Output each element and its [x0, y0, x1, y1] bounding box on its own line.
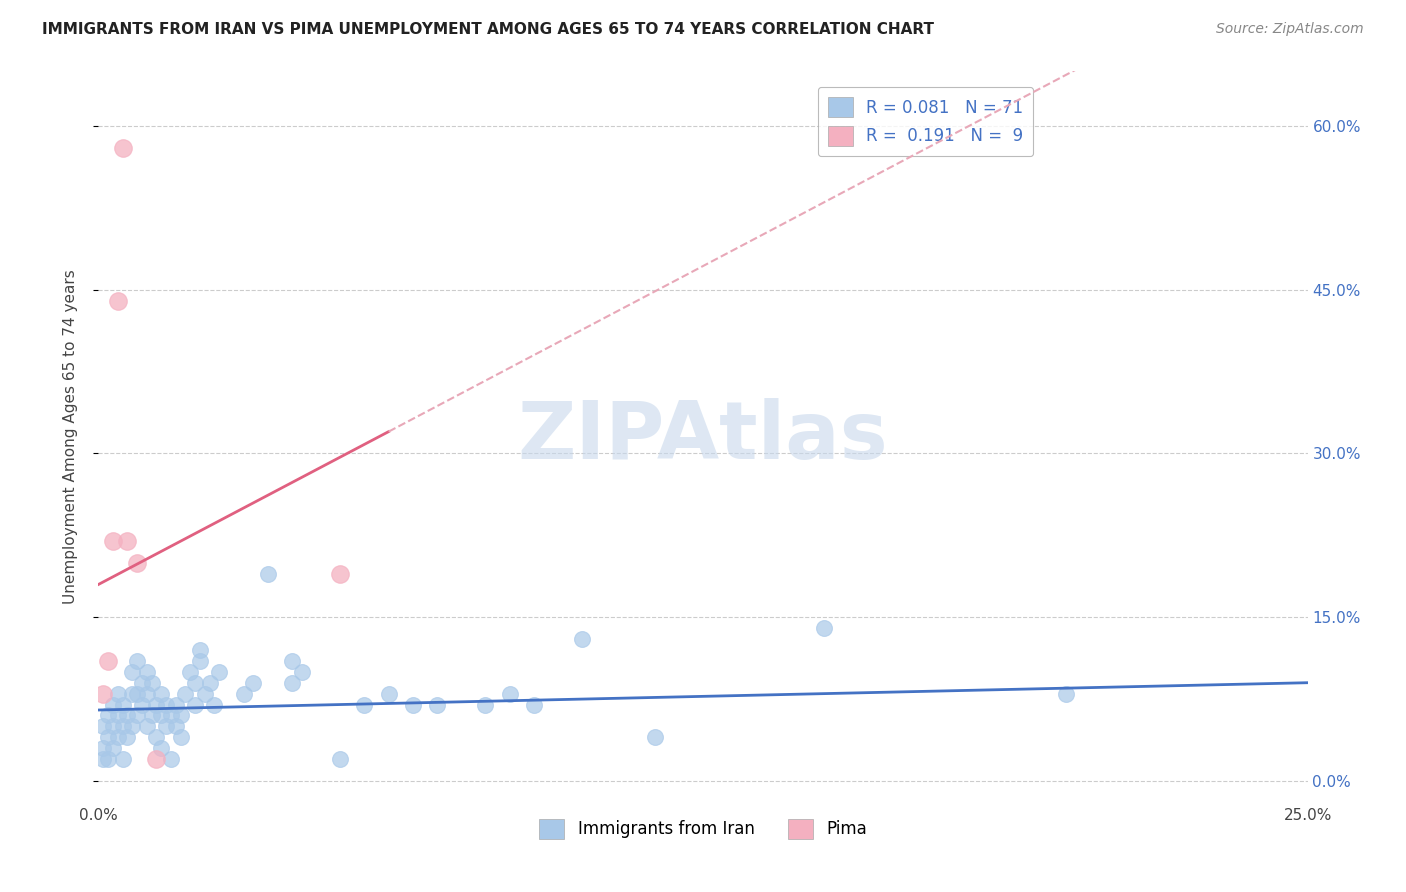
Point: [165, 719, 187, 733]
Point: [111, 698, 134, 712]
Point: [256, 566, 278, 581]
Point: [155, 719, 177, 733]
Point: [127, 654, 149, 668]
Point: [91, 687, 114, 701]
Point: [121, 665, 143, 679]
Point: [111, 719, 134, 733]
Point: [117, 731, 139, 745]
Point: [107, 293, 129, 308]
Point: [107, 687, 129, 701]
Point: [179, 665, 201, 679]
Point: [111, 752, 134, 766]
Text: ZIPAtlas: ZIPAtlas: [517, 398, 889, 476]
Point: [281, 654, 304, 668]
Point: [160, 752, 183, 766]
Point: [91, 719, 114, 733]
Point: [97, 708, 120, 723]
Point: [353, 698, 375, 712]
Point: [107, 708, 129, 723]
Point: [160, 708, 183, 723]
Point: [813, 621, 835, 635]
Point: [135, 719, 157, 733]
Point: [127, 687, 149, 701]
Point: [402, 698, 425, 712]
Point: [101, 533, 124, 548]
Point: [523, 698, 546, 712]
Point: [644, 731, 666, 745]
Point: [174, 687, 197, 701]
Point: [111, 141, 134, 155]
Point: [155, 698, 177, 712]
Point: [131, 698, 153, 712]
Point: [498, 687, 520, 701]
Point: [571, 632, 593, 646]
Text: IMMIGRANTS FROM IRAN VS PIMA UNEMPLOYMENT AMONG AGES 65 TO 74 YEARS CORRELATION : IMMIGRANTS FROM IRAN VS PIMA UNEMPLOYMEN…: [42, 22, 934, 37]
Text: Source: ZipAtlas.com: Source: ZipAtlas.com: [1216, 22, 1364, 37]
Point: [329, 566, 352, 581]
Point: [135, 687, 157, 701]
Point: [188, 643, 211, 657]
Point: [194, 687, 217, 701]
Point: [232, 687, 254, 701]
Legend: Immigrants from Iran, Pima: Immigrants from Iran, Pima: [533, 812, 873, 846]
Point: [127, 708, 149, 723]
Point: [97, 752, 120, 766]
Point: [145, 698, 167, 712]
Point: [121, 719, 143, 733]
Point: [145, 752, 167, 766]
Point: [204, 698, 226, 712]
Point: [135, 665, 157, 679]
Point: [131, 675, 153, 690]
Point: [329, 752, 352, 766]
Point: [165, 698, 187, 712]
Point: [281, 675, 304, 690]
Point: [101, 741, 124, 756]
Point: [198, 675, 221, 690]
Point: [127, 556, 149, 570]
Point: [91, 741, 114, 756]
Point: [145, 731, 167, 745]
Point: [150, 741, 173, 756]
Point: [121, 687, 143, 701]
Point: [1054, 687, 1077, 701]
Point: [91, 752, 114, 766]
Point: [169, 731, 191, 745]
Point: [141, 708, 163, 723]
Point: [141, 675, 163, 690]
Point: [184, 675, 207, 690]
Point: [107, 731, 129, 745]
Point: [184, 698, 207, 712]
Point: [97, 654, 120, 668]
Point: [101, 719, 124, 733]
Point: [188, 654, 211, 668]
Point: [150, 687, 173, 701]
Point: [150, 708, 173, 723]
Y-axis label: Unemployment Among Ages 65 to 74 years: Unemployment Among Ages 65 to 74 years: [63, 269, 77, 605]
Point: [474, 698, 496, 712]
Point: [426, 698, 449, 712]
Point: [97, 731, 120, 745]
Point: [101, 698, 124, 712]
Point: [169, 708, 191, 723]
Point: [208, 665, 231, 679]
Point: [242, 675, 264, 690]
Point: [117, 533, 139, 548]
Point: [290, 665, 312, 679]
Point: [377, 687, 399, 701]
Point: [117, 708, 139, 723]
